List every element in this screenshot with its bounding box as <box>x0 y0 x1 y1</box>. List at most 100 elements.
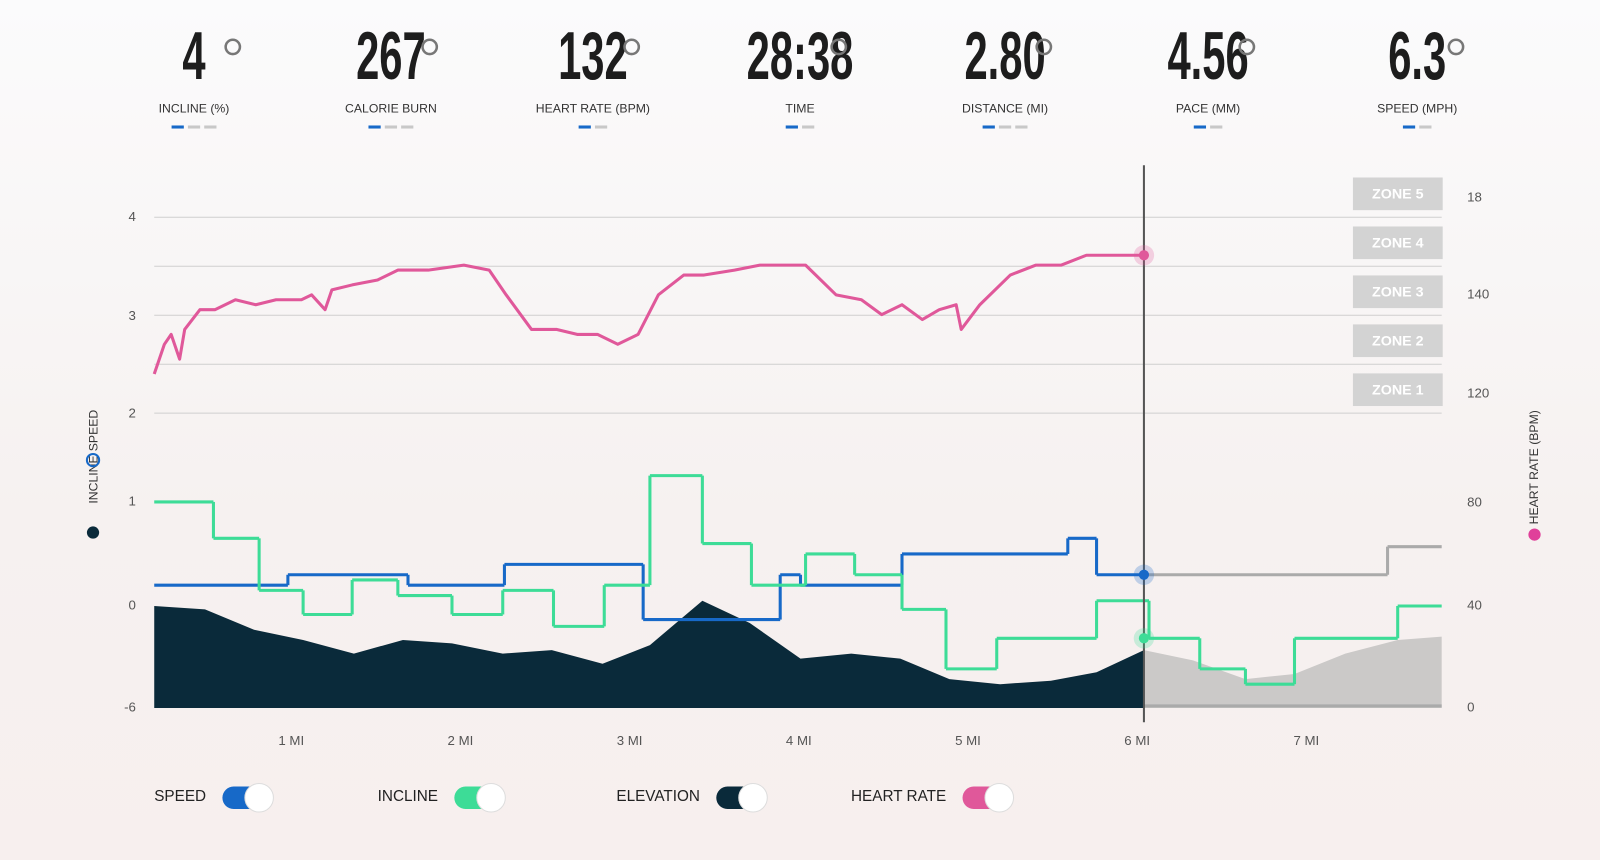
stat-label: INCLINE (%) <box>159 101 230 115</box>
stat-dash <box>982 125 995 129</box>
y2-tick-label: 80 <box>1467 494 1482 509</box>
x-tick-label: 6 MI <box>1124 733 1150 748</box>
stat-dash <box>802 125 815 129</box>
stat-value: 2.80 <box>964 18 1045 94</box>
toggle-knob <box>738 782 768 813</box>
stat-value: 28:38 <box>747 18 854 94</box>
y2-tick-label: 0 <box>1467 699 1474 714</box>
zone-label: ZONE 5 <box>1372 187 1424 203</box>
y-tick-label: 3 <box>128 308 135 323</box>
stat-value: 4 <box>182 18 205 94</box>
stat-icon <box>623 38 641 56</box>
x-tick-label: 3 MI <box>617 733 643 748</box>
toggle-knob <box>244 782 274 813</box>
stat-icon <box>224 38 242 56</box>
stat-icon <box>1447 38 1465 56</box>
stat: 6.3 <box>1388 18 1446 94</box>
y-tick-label: 4 <box>128 209 135 224</box>
stat: 4.56 <box>1167 18 1248 94</box>
y-tick-label: -6 <box>124 699 136 714</box>
elevation-area-future <box>1143 636 1442 708</box>
stat-dash <box>1015 125 1028 129</box>
stat-dash <box>578 125 591 129</box>
heart-rate-line <box>152 253 1144 375</box>
toggle-knob <box>984 782 1015 813</box>
y2-tick-label: 120 <box>1467 385 1489 400</box>
zone-label: ZONE 4 <box>1372 236 1424 252</box>
x-tick-label: 4 MI <box>786 733 812 748</box>
toggle-label: HEART RATE <box>851 788 946 805</box>
stat-icon <box>830 38 848 56</box>
right-axis-label: HEART RATE (BPM) <box>1527 410 1541 524</box>
x-tick-label: 5 MI <box>955 733 981 748</box>
stat-value: 6.3 <box>1388 18 1446 94</box>
stat-dash <box>384 125 398 129</box>
y-tick-label: 0 <box>128 597 135 612</box>
zone-box <box>1352 373 1443 407</box>
stat-dash <box>785 125 798 129</box>
stat: 4 <box>182 18 205 94</box>
incline-icon <box>86 526 100 539</box>
stat-dash <box>171 125 184 129</box>
zone-box <box>1352 226 1443 260</box>
stat-dash <box>401 125 414 129</box>
x-tick-label: 2 MI <box>448 733 474 748</box>
toggle-knob <box>476 782 506 813</box>
stat-label: TIME <box>785 101 814 115</box>
stat-icon <box>1238 38 1256 56</box>
stat-value: 132 <box>558 18 628 94</box>
speed-icon <box>85 452 101 468</box>
stat-label: SPEED (MPH) <box>1377 101 1457 115</box>
cursor-dot <box>1138 633 1150 644</box>
stat-label: HEART RATE (BPM) <box>536 101 650 115</box>
stat-dash <box>204 125 217 129</box>
stat-label: CALORIE BURN <box>345 101 437 115</box>
stat: 28:38 <box>747 18 854 94</box>
zone-label: ZONE 1 <box>1372 382 1424 398</box>
zone-label: ZONE 2 <box>1372 334 1424 350</box>
stat-icon <box>1035 38 1053 56</box>
stat-label: DISTANCE (MI) <box>962 101 1048 115</box>
left-axis-label: INCLINE <box>86 455 100 503</box>
stat: 2.80 <box>964 18 1045 94</box>
stat-dash <box>1210 125 1223 129</box>
stat-dash <box>368 125 381 129</box>
stat-value: 267 <box>356 18 426 94</box>
stat-dash <box>1402 125 1416 129</box>
cursor-dot <box>1138 569 1150 580</box>
y2-tick-label: 140 <box>1467 286 1489 301</box>
stat-label: PACE (MM) <box>1176 101 1240 115</box>
x-tick-label: 7 MI <box>1293 733 1319 748</box>
y2-tick-label: 40 <box>1467 597 1482 612</box>
y2-tick-label: 18 <box>1467 189 1482 204</box>
x-tick-label: 1 MI <box>278 733 304 748</box>
zone-box <box>1352 324 1443 358</box>
stat: 132 <box>558 18 628 94</box>
y-tick-label: 1 <box>128 493 135 508</box>
stat-dash <box>187 125 201 129</box>
zone-box <box>1352 275 1443 309</box>
toggle-label: SPEED <box>154 788 206 805</box>
stat: 267 <box>356 18 426 94</box>
left-axis-label: SPEED <box>86 410 100 452</box>
stat-icon <box>421 38 439 56</box>
stat-dash <box>594 125 608 129</box>
toggle[interactable] <box>962 782 1015 813</box>
toggle[interactable] <box>222 782 274 813</box>
stat-dash <box>1419 125 1432 129</box>
zone-label: ZONE 3 <box>1372 285 1424 301</box>
stat-dash <box>998 125 1012 129</box>
zone-box <box>1352 177 1443 211</box>
stat-value: 4.56 <box>1167 18 1248 94</box>
stat-dash <box>1193 125 1207 129</box>
toggle[interactable] <box>716 782 768 813</box>
toggle-label: INCLINE <box>378 788 438 805</box>
elevation-area <box>154 600 1144 708</box>
toggle-label: ELEVATION <box>616 788 700 805</box>
heart-icon <box>1528 528 1541 541</box>
cursor-dot <box>1138 250 1150 261</box>
toggle[interactable] <box>454 782 506 813</box>
